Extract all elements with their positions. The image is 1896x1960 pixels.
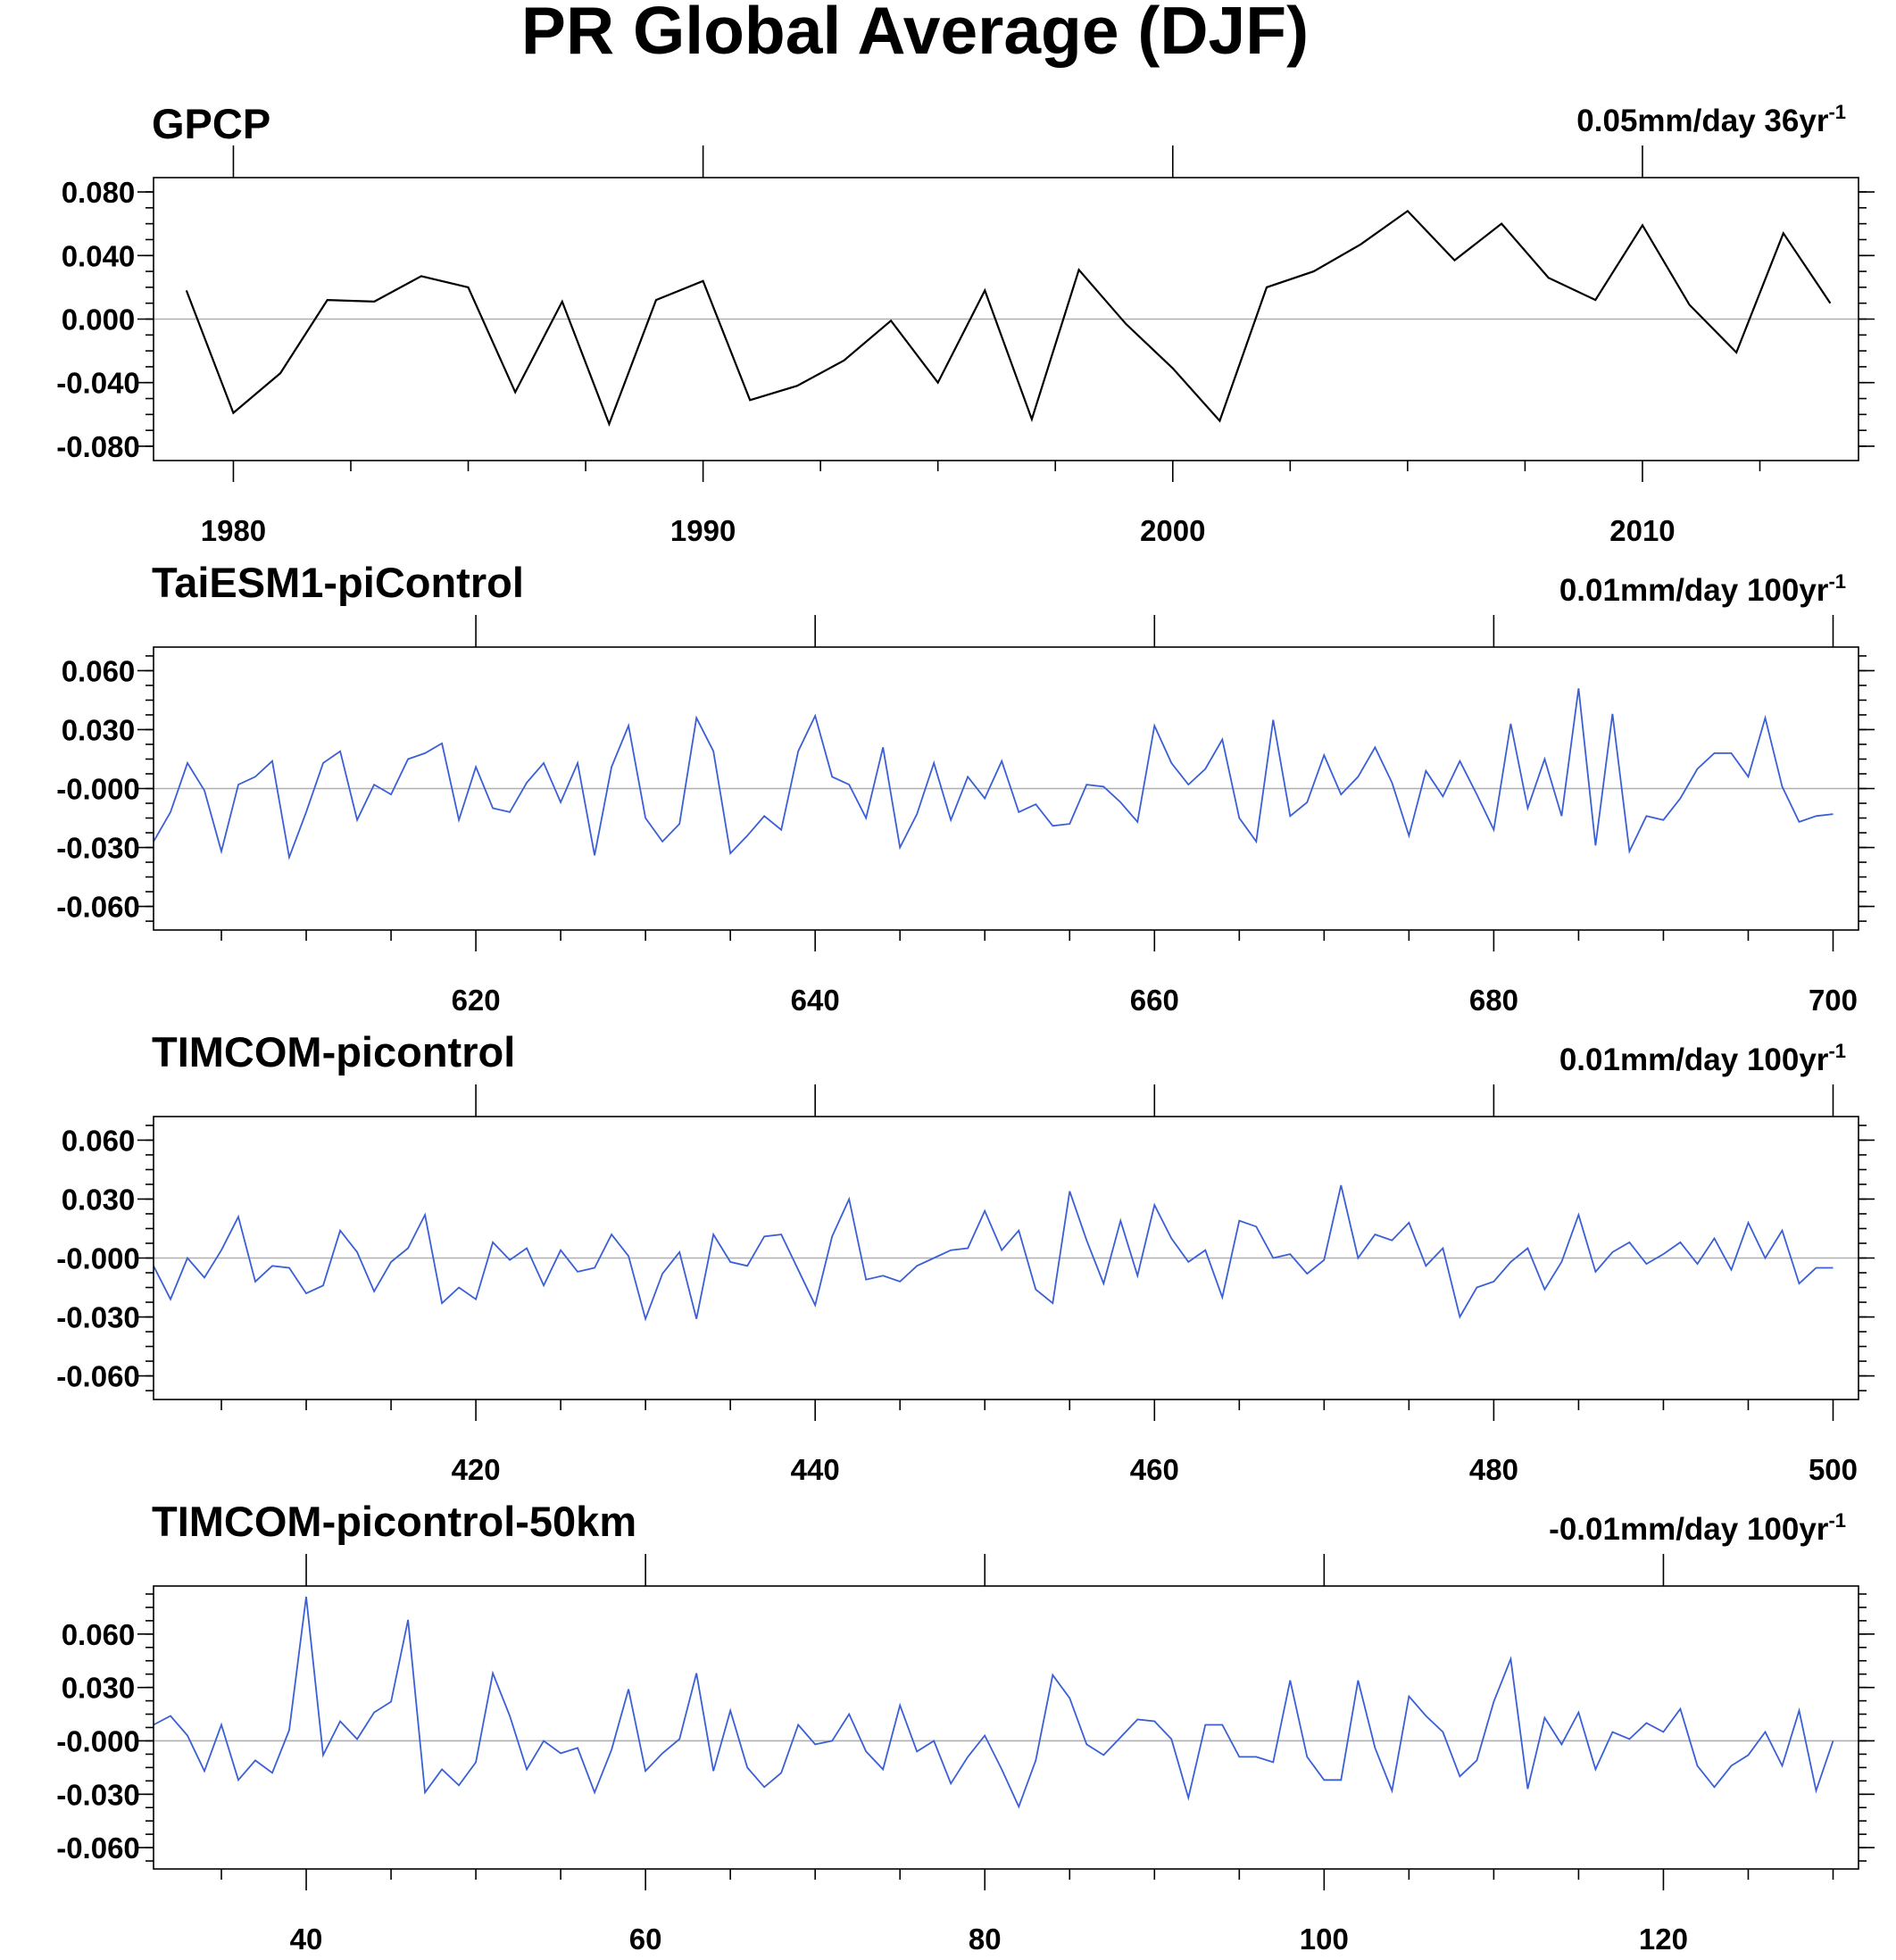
y-tick-label: 0.060 xyxy=(62,654,136,687)
trend-exponent: -1 xyxy=(1828,1040,1846,1062)
x-tick-label: 1980 xyxy=(201,514,266,547)
y-tick-label: -0.060 xyxy=(56,1360,140,1393)
x-tick-label: 620 xyxy=(452,984,501,1017)
y-tick-label: -0.000 xyxy=(56,773,140,806)
x-tick-label: 80 xyxy=(969,1923,1002,1956)
trend-label: 0.01mm/day 100yr-1 xyxy=(1559,1040,1846,1077)
x-tick-label: 480 xyxy=(1469,1453,1518,1486)
x-tick-label: 60 xyxy=(629,1923,662,1956)
plot-area: 0.080 0.040 0.000 -0.040 -0.080 1980 1990 2000 2… xyxy=(56,145,1875,547)
x-tick-label: 680 xyxy=(1469,984,1518,1017)
y-tick-label: -0.040 xyxy=(56,367,140,400)
trend-label: 0.05mm/day 36yr-1 xyxy=(1576,101,1846,138)
series-line xyxy=(153,688,1834,860)
figure-title: PR Global Average (DJF) xyxy=(521,0,1309,68)
series-line xyxy=(153,1596,1834,1809)
panel-timcom-picontrol-50km: TIMCOM-picontrol-50km -0.01mm/day 100yr-… xyxy=(56,1498,1875,1956)
panel-title: TaiESM1-piControl xyxy=(152,559,524,606)
y-tick-label: 0.030 xyxy=(62,1183,136,1216)
y-tick-label: 0.060 xyxy=(62,1124,136,1157)
trend-value: 0.01mm/day 100yr xyxy=(1559,1042,1829,1077)
trend-value: 0.05mm/day 36yr xyxy=(1576,104,1829,138)
y-tick-label: -0.060 xyxy=(56,1831,140,1864)
trend-label: -0.01mm/day 100yr-1 xyxy=(1549,1509,1846,1547)
y-tick-label: -0.080 xyxy=(56,430,140,463)
y-tick-label: 0.080 xyxy=(62,176,136,209)
x-tick-label: 640 xyxy=(791,984,840,1017)
y-tick-label: 0.030 xyxy=(62,713,136,746)
y-tick-label: -0.030 xyxy=(56,1778,140,1811)
x-tick-label: 2010 xyxy=(1609,514,1675,547)
plot-area: 0.060 0.030 -0.000 -0.030 -0.060 420 440 460 480… xyxy=(56,1084,1875,1486)
series-line xyxy=(153,1184,1834,1322)
plot-area: 0.060 0.030 -0.000 -0.030 -0.060 620 640 660 680… xyxy=(56,615,1875,1017)
x-tick-label: 700 xyxy=(1809,984,1858,1017)
panel-timcom-picontrol: TIMCOM-picontrol 0.01mm/day 100yr-1 0.06… xyxy=(56,1028,1875,1486)
panel-title: TIMCOM-picontrol-50km xyxy=(152,1498,636,1545)
trend-exponent: -1 xyxy=(1828,101,1846,123)
y-tick-label: -0.030 xyxy=(56,832,140,865)
plot-frame xyxy=(153,1585,1859,1870)
trend-exponent: -1 xyxy=(1828,1509,1846,1532)
plot-frame xyxy=(153,646,1859,931)
x-tick-label: 460 xyxy=(1130,1453,1179,1486)
x-tick-label: 2000 xyxy=(1140,514,1205,547)
x-tick-label: 1990 xyxy=(670,514,736,547)
panel-title: GPCP xyxy=(152,100,270,147)
plot-area: 0.060 0.030 -0.000 -0.030 -0.060 40 60 80 100 120 xyxy=(56,1554,1875,1956)
y-tick-label: 0.040 xyxy=(62,239,136,272)
plot-frame xyxy=(153,177,1859,461)
plot-frame xyxy=(153,1116,1859,1400)
x-tick-label: 100 xyxy=(1300,1923,1349,1956)
y-tick-label: 0.030 xyxy=(62,1672,136,1705)
y-tick-label: -0.030 xyxy=(56,1301,140,1334)
x-tick-label: 500 xyxy=(1809,1453,1858,1486)
panel-gpcp: GPCP 0.05mm/day 36yr-1 0.080 0.040 0.000 -0… xyxy=(56,100,1875,547)
trend-label: 0.01mm/day 100yr-1 xyxy=(1559,570,1846,608)
series-line xyxy=(185,209,1832,428)
trend-value: -0.01mm/day 100yr xyxy=(1549,1512,1829,1547)
x-tick-label: 660 xyxy=(1130,984,1179,1017)
x-tick-label: 40 xyxy=(290,1923,323,1956)
panel-title: TIMCOM-picontrol xyxy=(152,1028,515,1076)
y-tick-label: -0.060 xyxy=(56,891,140,924)
y-tick-label: 0.000 xyxy=(62,303,136,336)
x-tick-label: 440 xyxy=(791,1453,840,1486)
x-tick-label: 120 xyxy=(1639,1923,1688,1956)
y-tick-label: -0.000 xyxy=(56,1724,140,1757)
panel-taiesm1-picontrol: TaiESM1-piControl 0.01mm/day 100yr-1 0.0… xyxy=(56,559,1875,1017)
y-tick-label: -0.000 xyxy=(56,1242,140,1275)
trend-value: 0.01mm/day 100yr xyxy=(1559,573,1829,608)
trend-exponent: -1 xyxy=(1828,570,1846,593)
y-tick-label: 0.060 xyxy=(62,1618,136,1651)
x-tick-label: 420 xyxy=(452,1453,501,1486)
